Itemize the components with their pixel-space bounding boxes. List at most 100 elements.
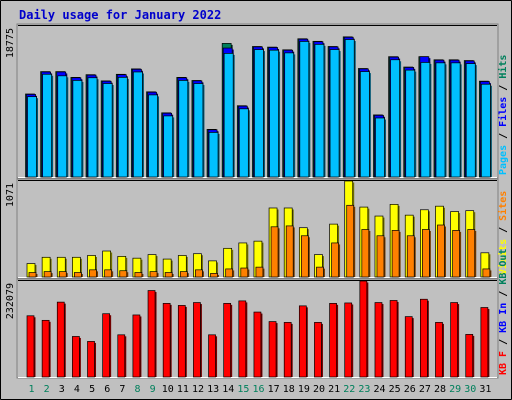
- bar-kbytes-kb-f-3: [56, 301, 65, 378]
- bar-visits-sites-8: [134, 272, 143, 278]
- bar-visits-sites-3: [58, 271, 67, 278]
- bar-kbytes-kb-f-14: [223, 303, 232, 378]
- bar-kbytes-kb-f-4: [72, 336, 80, 378]
- bar-kbytes-kb-f-15: [238, 300, 247, 378]
- bar-kbytes-kb-f-1: [26, 315, 35, 378]
- bar-kbytes-kb-f-8: [132, 314, 141, 378]
- chart-panels: 18775 Pages / Files / Hits 1071 Visits / Si…: [5, 23, 509, 379]
- bar-hits-pages-16: [254, 49, 264, 178]
- x-tick-day-10: 10: [162, 384, 174, 395]
- side-legend-visits-segment-2: Sites: [497, 191, 509, 221]
- bar-hits-pages-23: [359, 71, 370, 178]
- side-legend-hits: Pages / Files / Hits: [497, 55, 509, 175]
- bar-visits-sites-2: [43, 271, 52, 278]
- x-tick-day-27: 27: [419, 384, 431, 395]
- bar-visits-sites-6: [104, 269, 112, 278]
- bar-kbytes-kb-f-16: [253, 311, 262, 378]
- bar-kbytes-kb-f-12: [193, 302, 201, 378]
- x-tick-day-16: 16: [252, 384, 264, 395]
- x-tick-day-30: 30: [464, 384, 476, 395]
- x-tick-day-9: 9: [150, 384, 156, 395]
- bar-kbytes-kb-f-19: [298, 305, 307, 378]
- x-tick-day-23: 23: [358, 384, 370, 395]
- panel-visits: 1071 Visits / Sites: [5, 178, 509, 279]
- x-tick-day-8: 8: [134, 384, 140, 395]
- bar-visits-sites-1: [28, 272, 37, 278]
- bar-visits-sites-10: [164, 272, 173, 278]
- bar-visits-sites-7: [119, 270, 128, 278]
- bar-kbytes-kb-f-23: [359, 280, 368, 378]
- bar-visits-sites-30: [467, 229, 476, 278]
- bar-visits-sites-23: [361, 229, 370, 278]
- side-legend-hits-segment-3: /: [498, 79, 509, 97]
- bar-hits-pages-14: [223, 53, 234, 178]
- bar-visits-sites-24: [376, 235, 385, 278]
- x-tick-day-11: 11: [177, 384, 189, 395]
- bar-hits-pages-28: [435, 62, 446, 178]
- bar-kbytes-kb-f-17: [268, 321, 277, 378]
- bar-hits-pages-29: [450, 62, 461, 178]
- bar-kbytes-kb-f-18: [283, 322, 292, 378]
- chart-title: Daily usage for January 2022: [19, 8, 221, 22]
- bar-hits-pages-18: [284, 52, 295, 178]
- bar-hits-pages-22: [344, 39, 355, 178]
- bar-hits-pages-12: [193, 83, 204, 178]
- x-tick-day-24: 24: [374, 384, 386, 395]
- panel-hits: 18775 Pages / Files / Hits: [5, 23, 509, 179]
- bar-hits-pages-8: [133, 71, 143, 178]
- bar-hits-pages-9: [148, 94, 158, 178]
- bar-kbytes-kb-f-2: [41, 319, 50, 378]
- side-legend-kbytes-segment-1: /: [498, 333, 509, 351]
- bar-hits-pages-26: [405, 69, 416, 178]
- bar-visits-sites-16: [255, 266, 264, 278]
- x-tick-day-19: 19: [298, 384, 310, 395]
- bar-hits-pages-30: [465, 63, 476, 178]
- bar-hits-pages-6: [102, 83, 113, 178]
- bar-visits-sites-21: [331, 242, 339, 278]
- y-tick-label-visits: 1071: [5, 183, 16, 207]
- x-axis-day-labels: 1 2 3 4 5 6 7 8 9 10 11 12 13 14 15 16 17 18 19 20 21 22 23 24 2…: [29, 384, 492, 395]
- bar-hits-pages-21: [329, 49, 340, 178]
- bar-visits-sites-13: [210, 273, 218, 278]
- x-tick-day-1: 1: [29, 384, 35, 395]
- side-legend-kbytes: KB F / KB In / KB Out: [498, 249, 509, 375]
- panel-kbytes: 232079 KB F / KB In / KB Out: [5, 249, 509, 379]
- bar-kbytes-kb-f-26: [404, 316, 413, 378]
- bar-visits-sites-19: [300, 235, 309, 278]
- x-tick-day-2: 2: [44, 384, 50, 395]
- bar-visits-sites-25: [391, 230, 400, 278]
- bar-kbytes-kb-f-30: [465, 334, 474, 378]
- y-tick-label-hits: 18775: [5, 28, 16, 58]
- bar-hits-pages-4: [72, 80, 83, 178]
- bar-visits-sites-4: [74, 272, 82, 278]
- bar-kbytes-kb-f-31: [480, 307, 489, 378]
- side-legend-kbytes-segment-2: KB In: [498, 303, 509, 333]
- side-legend-kbytes-segment-3: /: [498, 285, 509, 303]
- x-tick-day-25: 25: [389, 384, 401, 395]
- bar-hits-pages-19: [299, 41, 310, 178]
- side-legend-hits-segment-1: /: [498, 127, 509, 145]
- bar-visits-sites-9: [149, 271, 158, 278]
- bar-kbytes-kb-f-22: [344, 302, 353, 378]
- bar-hits-pages-11: [178, 80, 189, 178]
- bar-kbytes-kb-f-28: [435, 322, 443, 378]
- bar-kbytes-kb-f-24: [374, 302, 383, 378]
- bar-hits-pages-7: [117, 77, 128, 178]
- bar-hits-pages-24: [375, 117, 385, 178]
- side-legend-visits-segment-0: Visits: [497, 239, 509, 275]
- bar-hits-pages-3: [57, 75, 68, 178]
- bar-kbytes-kb-f-11: [177, 305, 186, 378]
- x-tick-day-6: 6: [104, 384, 110, 395]
- bar-visits-sites-27: [422, 229, 430, 278]
- bar-hits-pages-2: [42, 73, 52, 178]
- x-tick-day-21: 21: [328, 384, 340, 395]
- bar-kbytes-kb-f-6: [102, 313, 110, 378]
- side-legend-visits-segment-1: /: [498, 221, 509, 239]
- x-tick-day-3: 3: [59, 384, 65, 395]
- bar-hits-pages-17: [269, 49, 279, 178]
- bar-kbytes-kb-f-27: [420, 298, 428, 378]
- bar-kbytes-kb-f-10: [162, 303, 171, 378]
- side-legend-visits: Visits / Sites: [497, 191, 509, 275]
- bar-kbytes-kb-f-25: [389, 300, 398, 378]
